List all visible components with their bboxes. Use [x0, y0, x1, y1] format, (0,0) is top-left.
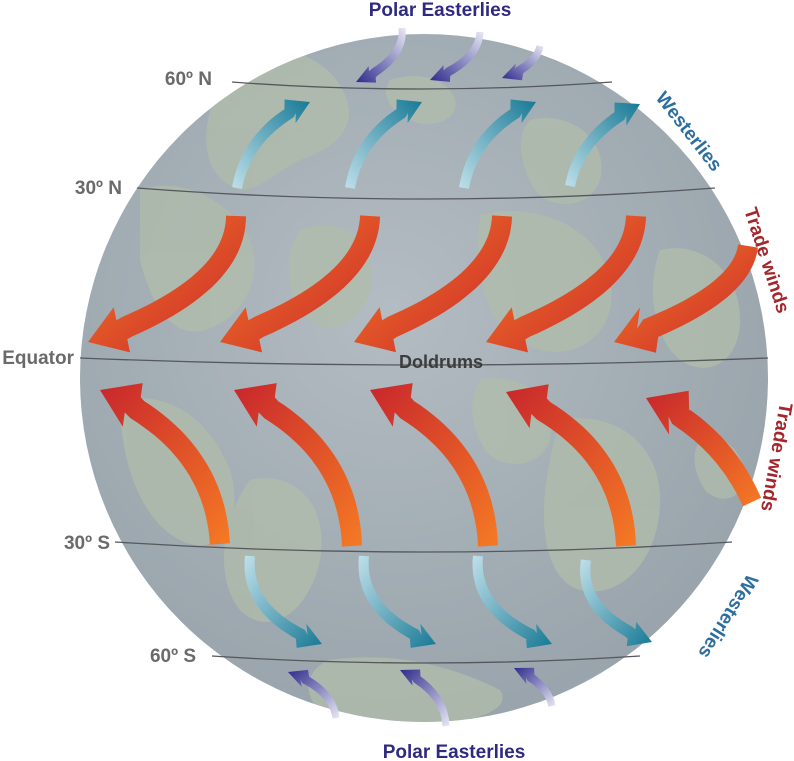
polar-easterly-south-arrow-2	[400, 669, 450, 727]
label-60n: 60º N	[165, 69, 212, 90]
westerly-south-arrow-1	[244, 555, 322, 648]
trade-wind-south-arrow-1	[100, 383, 230, 545]
trade-wind-south-arrow-4	[506, 384, 636, 547]
trade-wind-south-arrow-3	[370, 383, 498, 547]
globe	[80, 34, 768, 722]
polar-easterlies-north-arrows	[356, 27, 544, 83]
latitude-line-60n	[231, 81, 613, 90]
westerlies-south-arrows	[244, 555, 652, 649]
latitude-line-30n	[136, 187, 716, 200]
westerly-north-arrow-3	[459, 99, 536, 189]
polar-easterly-north-arrow-2	[430, 31, 484, 82]
trade-wind-north-arrow-5	[614, 244, 758, 353]
westerly-south-arrow-4	[580, 559, 652, 647]
label-doldrums: Doldrums	[399, 352, 483, 372]
trade-wind-south-arrow-5	[646, 390, 762, 507]
label-30n: 30º N	[75, 178, 122, 199]
polar-easterlies-south-arrows	[288, 667, 556, 727]
trade-winds-north-arrows	[88, 215, 758, 353]
trade-winds-south-arrows	[100, 383, 762, 547]
polar-easterly-south-arrow-3	[514, 667, 556, 707]
landmasses	[120, 49, 745, 722]
latitude-line-60s	[211, 655, 641, 664]
westerly-north-arrow-2	[345, 99, 422, 189]
label-equator: Equator	[2, 348, 74, 369]
polar-easterly-south-arrow-1	[288, 669, 340, 719]
westerly-north-arrow-1	[232, 99, 310, 189]
label-polar-easterlies-south: Polar Easterlies	[383, 742, 526, 761]
trade-wind-north-arrow-2	[220, 215, 380, 353]
latitude-line-equator	[79, 357, 769, 366]
westerly-south-arrow-2	[358, 555, 436, 648]
label-polar-easterlies-north: Polar Easterlies	[369, 0, 512, 21]
polar-easterly-north-arrow-3	[502, 45, 544, 81]
label-westerlies-south: Westerlies	[694, 570, 762, 661]
westerly-south-arrow-3	[472, 555, 552, 649]
latitude-lines	[79, 81, 769, 664]
trade-wind-north-arrow-3	[354, 215, 512, 353]
westerlies-north-arrows	[232, 99, 640, 189]
trade-wind-north-arrow-1	[88, 215, 246, 353]
label-30s: 30º S	[64, 533, 110, 554]
polar-easterly-north-arrow-1	[356, 27, 406, 83]
trade-wind-south-arrow-2	[234, 383, 362, 547]
label-60s: 60º S	[150, 646, 196, 667]
trade-wind-north-arrow-4	[486, 215, 646, 353]
latitude-line-30s	[114, 541, 733, 553]
westerly-north-arrow-4	[565, 102, 640, 187]
